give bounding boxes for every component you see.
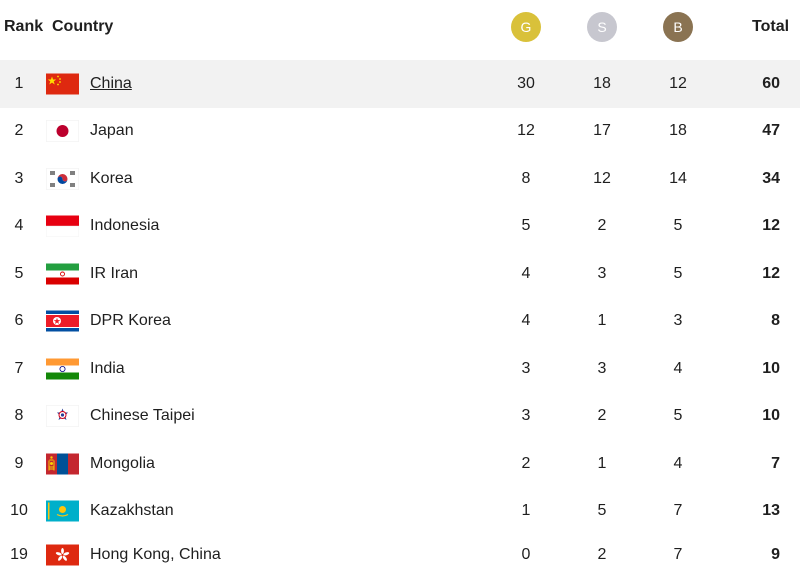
silver-count: 1 — [597, 312, 607, 330]
total-count: 12 — [762, 217, 780, 235]
country-link[interactable]: Korea — [90, 169, 133, 187]
total-count: 47 — [762, 122, 780, 140]
bronze-medal-icon: B — [663, 12, 693, 42]
india-flag-icon — [46, 358, 79, 380]
rank-cell: 19 — [10, 546, 28, 563]
table-row[interactable]: 5 IR Iran 4 3 5 12 — [0, 250, 800, 298]
country-link[interactable]: Kazakhstan — [90, 502, 174, 520]
iran-flag-icon — [46, 263, 79, 285]
rank-column-header: Rank — [4, 18, 44, 35]
bronze-count: 5 — [673, 407, 683, 425]
table-row[interactable]: 10 Kazakhstan 1 5 7 13 — [0, 488, 800, 536]
hong-kong-flag-icon — [46, 544, 79, 566]
rank-cell: 10 — [10, 502, 28, 520]
rank-cell: 1 — [14, 74, 24, 92]
chinese-taipei-flag-icon — [45, 405, 80, 428]
medal-table: 1 China 30 18 12 60 2 Japan 12 17 18 47 … — [0, 60, 800, 572]
total-count: 9 — [771, 546, 780, 563]
total-count: 13 — [762, 502, 780, 520]
bronze-count: 5 — [673, 264, 683, 282]
bronze-count: 12 — [669, 74, 687, 92]
china-flag-icon — [46, 73, 79, 95]
silver-count: 1 — [597, 454, 607, 472]
bronze-count: 14 — [669, 169, 687, 187]
mongolia-flag-icon — [46, 453, 79, 475]
rank-cell: 2 — [14, 122, 24, 140]
bronze-count: 7 — [673, 502, 683, 520]
gold-count: 4 — [521, 264, 531, 282]
rank-cell: 7 — [14, 359, 24, 377]
gold-count: 30 — [517, 74, 535, 92]
country-link[interactable]: Japan — [90, 122, 134, 140]
table-row[interactable]: 3 Korea 8 12 14 34 — [0, 155, 800, 203]
total-count: 7 — [771, 454, 780, 472]
total-count: 12 — [762, 264, 780, 282]
country-link[interactable]: IR Iran — [90, 264, 139, 282]
silver-medal-icon: S — [587, 12, 617, 42]
gold-count: 3 — [521, 359, 531, 377]
table-header: Rank Country G S B Total — [0, 0, 800, 56]
table-row[interactable]: 7 India 3 3 4 10 — [0, 345, 800, 393]
country-link[interactable]: Mongolia — [90, 454, 155, 472]
silver-count: 18 — [593, 74, 611, 92]
rank-cell: 4 — [14, 217, 24, 235]
table-row[interactable]: 1 China 30 18 12 60 — [0, 60, 800, 108]
gold-count: 1 — [521, 502, 531, 520]
silver-count: 17 — [593, 122, 611, 140]
country-link[interactable]: Indonesia — [90, 217, 160, 235]
gold-count: 4 — [521, 312, 531, 330]
total-count: 10 — [762, 407, 780, 425]
bronze-count: 7 — [673, 546, 683, 563]
korea-flag-icon — [45, 167, 80, 190]
country-column-header: Country — [52, 18, 114, 35]
gold-count: 0 — [521, 546, 531, 563]
rank-cell: 3 — [14, 169, 24, 187]
total-column-header: Total — [752, 18, 790, 35]
country-link[interactable]: Chinese Taipei — [90, 407, 195, 425]
silver-count: 3 — [597, 264, 607, 282]
bronze-count: 4 — [673, 359, 683, 377]
bronze-count: 3 — [673, 312, 683, 330]
rank-cell: 5 — [14, 264, 24, 282]
silver-count: 2 — [597, 546, 607, 563]
rank-cell: 6 — [14, 312, 24, 330]
total-count: 34 — [762, 169, 780, 187]
silver-count: 5 — [597, 502, 607, 520]
gold-count: 2 — [521, 454, 531, 472]
rank-cell: 8 — [14, 407, 24, 425]
gold-count: 8 — [521, 169, 531, 187]
silver-count: 12 — [593, 169, 611, 187]
gold-count: 12 — [517, 122, 535, 140]
table-row[interactable]: 19 Hong Kong, China 0 2 7 9 — [0, 535, 800, 572]
gold-count: 5 — [521, 217, 531, 235]
table-row[interactable]: 4 Indonesia 5 2 5 12 — [0, 203, 800, 251]
dpr-korea-flag-icon — [46, 310, 79, 332]
country-link[interactable]: India — [90, 359, 125, 377]
country-link[interactable]: DPR Korea — [90, 312, 171, 330]
total-count: 8 — [771, 312, 780, 330]
silver-count: 2 — [597, 217, 607, 235]
japan-flag-icon — [45, 120, 80, 143]
bronze-count: 4 — [673, 454, 683, 472]
silver-count: 2 — [597, 407, 607, 425]
silver-count: 3 — [597, 359, 607, 377]
gold-medal-icon: G — [511, 12, 541, 42]
table-row[interactable]: 6 DPR Korea 4 1 3 8 — [0, 298, 800, 346]
country-link[interactable]: China — [90, 74, 132, 92]
table-row[interactable]: 2 Japan 12 17 18 47 — [0, 108, 800, 156]
bronze-count: 5 — [673, 217, 683, 235]
country-link[interactable]: Hong Kong, China — [90, 546, 221, 563]
bronze-count: 18 — [669, 122, 687, 140]
kazakhstan-flag-icon — [46, 500, 79, 522]
table-row[interactable]: 8 Chinese Taipei 3 2 5 10 — [0, 393, 800, 441]
indonesia-flag-icon — [45, 215, 80, 237]
table-row[interactable]: 9 Mongolia 2 1 4 7 — [0, 440, 800, 488]
total-count: 10 — [762, 359, 780, 377]
total-count: 60 — [762, 74, 780, 92]
gold-count: 3 — [521, 407, 531, 425]
rank-cell: 9 — [14, 454, 24, 472]
